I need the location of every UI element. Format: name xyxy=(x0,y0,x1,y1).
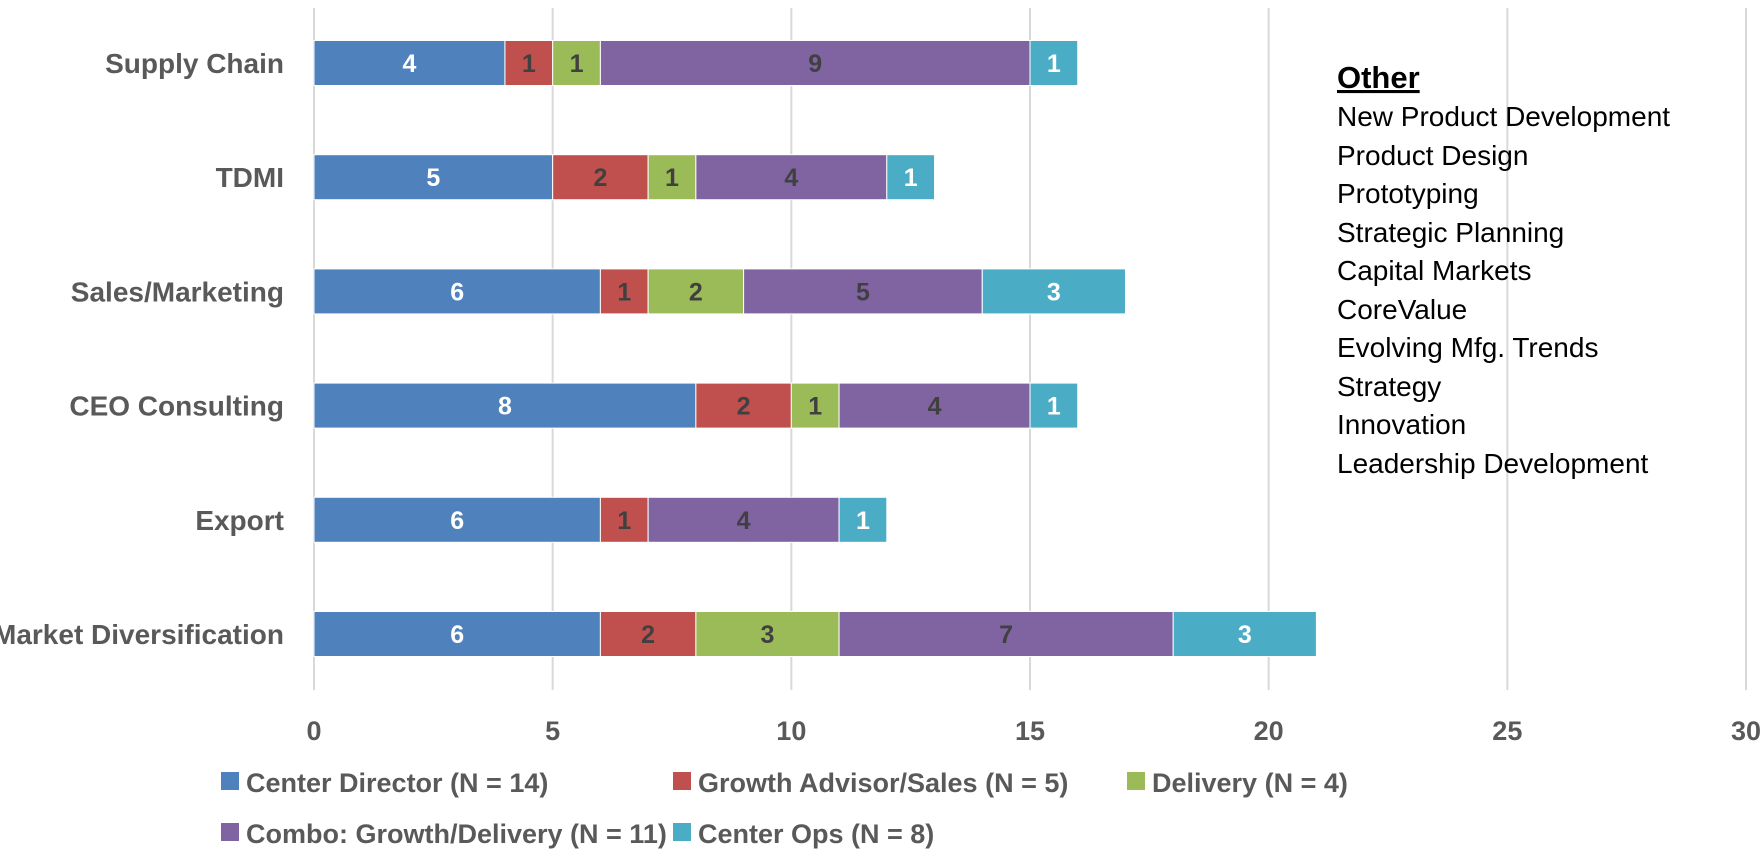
bar-segment xyxy=(313,154,554,201)
bar-segment xyxy=(313,268,601,315)
data-label: 9 xyxy=(808,50,822,78)
legend-swatch xyxy=(221,823,239,841)
x-tick-label: 25 xyxy=(1492,716,1522,746)
bar-segment xyxy=(838,496,888,543)
data-label: 6 xyxy=(450,278,464,306)
data-label: 6 xyxy=(450,621,464,649)
bar-segment xyxy=(695,382,792,429)
data-label: 1 xyxy=(617,278,631,306)
x-tick-label: 5 xyxy=(545,716,560,746)
bar-segment xyxy=(838,611,1174,657)
data-label: 3 xyxy=(1047,278,1061,306)
bar-segment xyxy=(695,154,888,201)
x-axis-ticks: 0 5 10 15 20 25 30 xyxy=(306,716,1761,746)
bar-segment xyxy=(981,268,1126,315)
bar-segment xyxy=(1029,40,1079,86)
data-label: 2 xyxy=(641,621,655,649)
category-label: TDMI xyxy=(216,162,284,193)
other-item: Product Design xyxy=(1337,140,1528,171)
data-label: 3 xyxy=(761,621,775,649)
bar-segment xyxy=(1029,382,1079,429)
data-label: 8 xyxy=(498,393,512,421)
other-item: Innovation xyxy=(1337,409,1466,440)
bar-segment xyxy=(313,382,697,429)
legend-label: Delivery (N = 4) xyxy=(1152,768,1348,798)
data-label: 4 xyxy=(403,50,417,78)
other-item: CoreValue xyxy=(1337,294,1467,325)
bar-segment xyxy=(647,496,840,543)
data-label: 4 xyxy=(784,164,798,192)
other-item: Strategic Planning xyxy=(1337,217,1564,248)
bar-segment xyxy=(886,154,936,201)
category-label: Supply Chain xyxy=(105,48,284,79)
other-annotation: Other New Product Development Product De… xyxy=(1337,60,1670,479)
bar-segment xyxy=(552,40,601,86)
data-label: 2 xyxy=(689,278,703,306)
data-label: 1 xyxy=(856,507,870,535)
bar-segment xyxy=(313,40,506,86)
data-label: 3 xyxy=(1238,621,1252,649)
x-tick-label: 10 xyxy=(776,716,806,746)
data-label: 2 xyxy=(593,164,607,192)
data-label: 1 xyxy=(617,507,631,535)
x-tick-label: 30 xyxy=(1731,716,1761,746)
other-item: Evolving Mfg. Trends xyxy=(1337,332,1598,363)
legend-label: Growth Advisor/Sales (N = 5) xyxy=(698,768,1068,798)
other-item: Strategy xyxy=(1337,371,1441,402)
data-label: 5 xyxy=(856,278,870,306)
data-label: 1 xyxy=(522,50,536,78)
legend-label: Center Director (N = 14) xyxy=(246,768,548,798)
other-item: New Product Development xyxy=(1337,101,1670,132)
category-label: Export xyxy=(195,505,284,536)
other-item: Capital Markets xyxy=(1337,255,1532,286)
other-item: Prototyping xyxy=(1337,178,1479,209)
bar-segment xyxy=(504,40,554,86)
data-label: 1 xyxy=(904,164,918,192)
data-label: 1 xyxy=(570,50,584,78)
bar-segment xyxy=(599,40,1031,86)
x-tick-label: 20 xyxy=(1254,716,1284,746)
data-label: 6 xyxy=(450,507,464,535)
bar-segment xyxy=(599,496,649,543)
data-label: 1 xyxy=(808,393,822,421)
data-label: 1 xyxy=(1047,50,1061,78)
category-label: Sales/Marketing xyxy=(71,276,284,307)
category-label: CEO Consulting xyxy=(69,391,284,422)
bars: 4 1 1 9 1 5 2 1 4 1 6 1 2 5 3 8 2 1 4 1 6 1 4 1 6 2 3 7 3 xyxy=(313,40,1317,657)
bar-segment xyxy=(647,268,745,315)
data-label: 4 xyxy=(928,393,942,421)
x-tick-label: 0 xyxy=(306,716,321,746)
category-labels: Supply Chain TDMI Sales/Marketing CEO Consu… xyxy=(0,48,284,650)
data-label: 1 xyxy=(1047,393,1061,421)
x-tick-label: 15 xyxy=(1015,716,1045,746)
legend-label: Center Ops (N = 8) xyxy=(698,819,934,849)
legend-swatch xyxy=(673,823,691,841)
legend-label: Combo: Growth/Delivery (N = 11) xyxy=(246,819,667,849)
bar-segment xyxy=(313,496,601,543)
bar-segment xyxy=(1172,611,1317,657)
other-item: Leadership Development xyxy=(1337,448,1649,479)
legend: Center Director (N = 14) Growth Advisor/S… xyxy=(221,768,1348,849)
legend-swatch xyxy=(673,772,691,790)
data-label: 5 xyxy=(426,164,440,192)
legend-swatch xyxy=(1127,772,1145,790)
data-label: 4 xyxy=(737,507,751,535)
bar-segment xyxy=(838,382,1031,429)
other-title: Other xyxy=(1337,60,1420,95)
bar-segment xyxy=(599,611,697,657)
bar-segment xyxy=(313,611,601,657)
data-label: 7 xyxy=(999,621,1013,649)
category-label: Market Diversification xyxy=(0,619,284,650)
data-label: 1 xyxy=(665,164,679,192)
gridlines xyxy=(313,8,1747,690)
data-label: 2 xyxy=(737,393,751,421)
bar-segment xyxy=(743,268,983,315)
legend-swatch xyxy=(221,772,239,790)
